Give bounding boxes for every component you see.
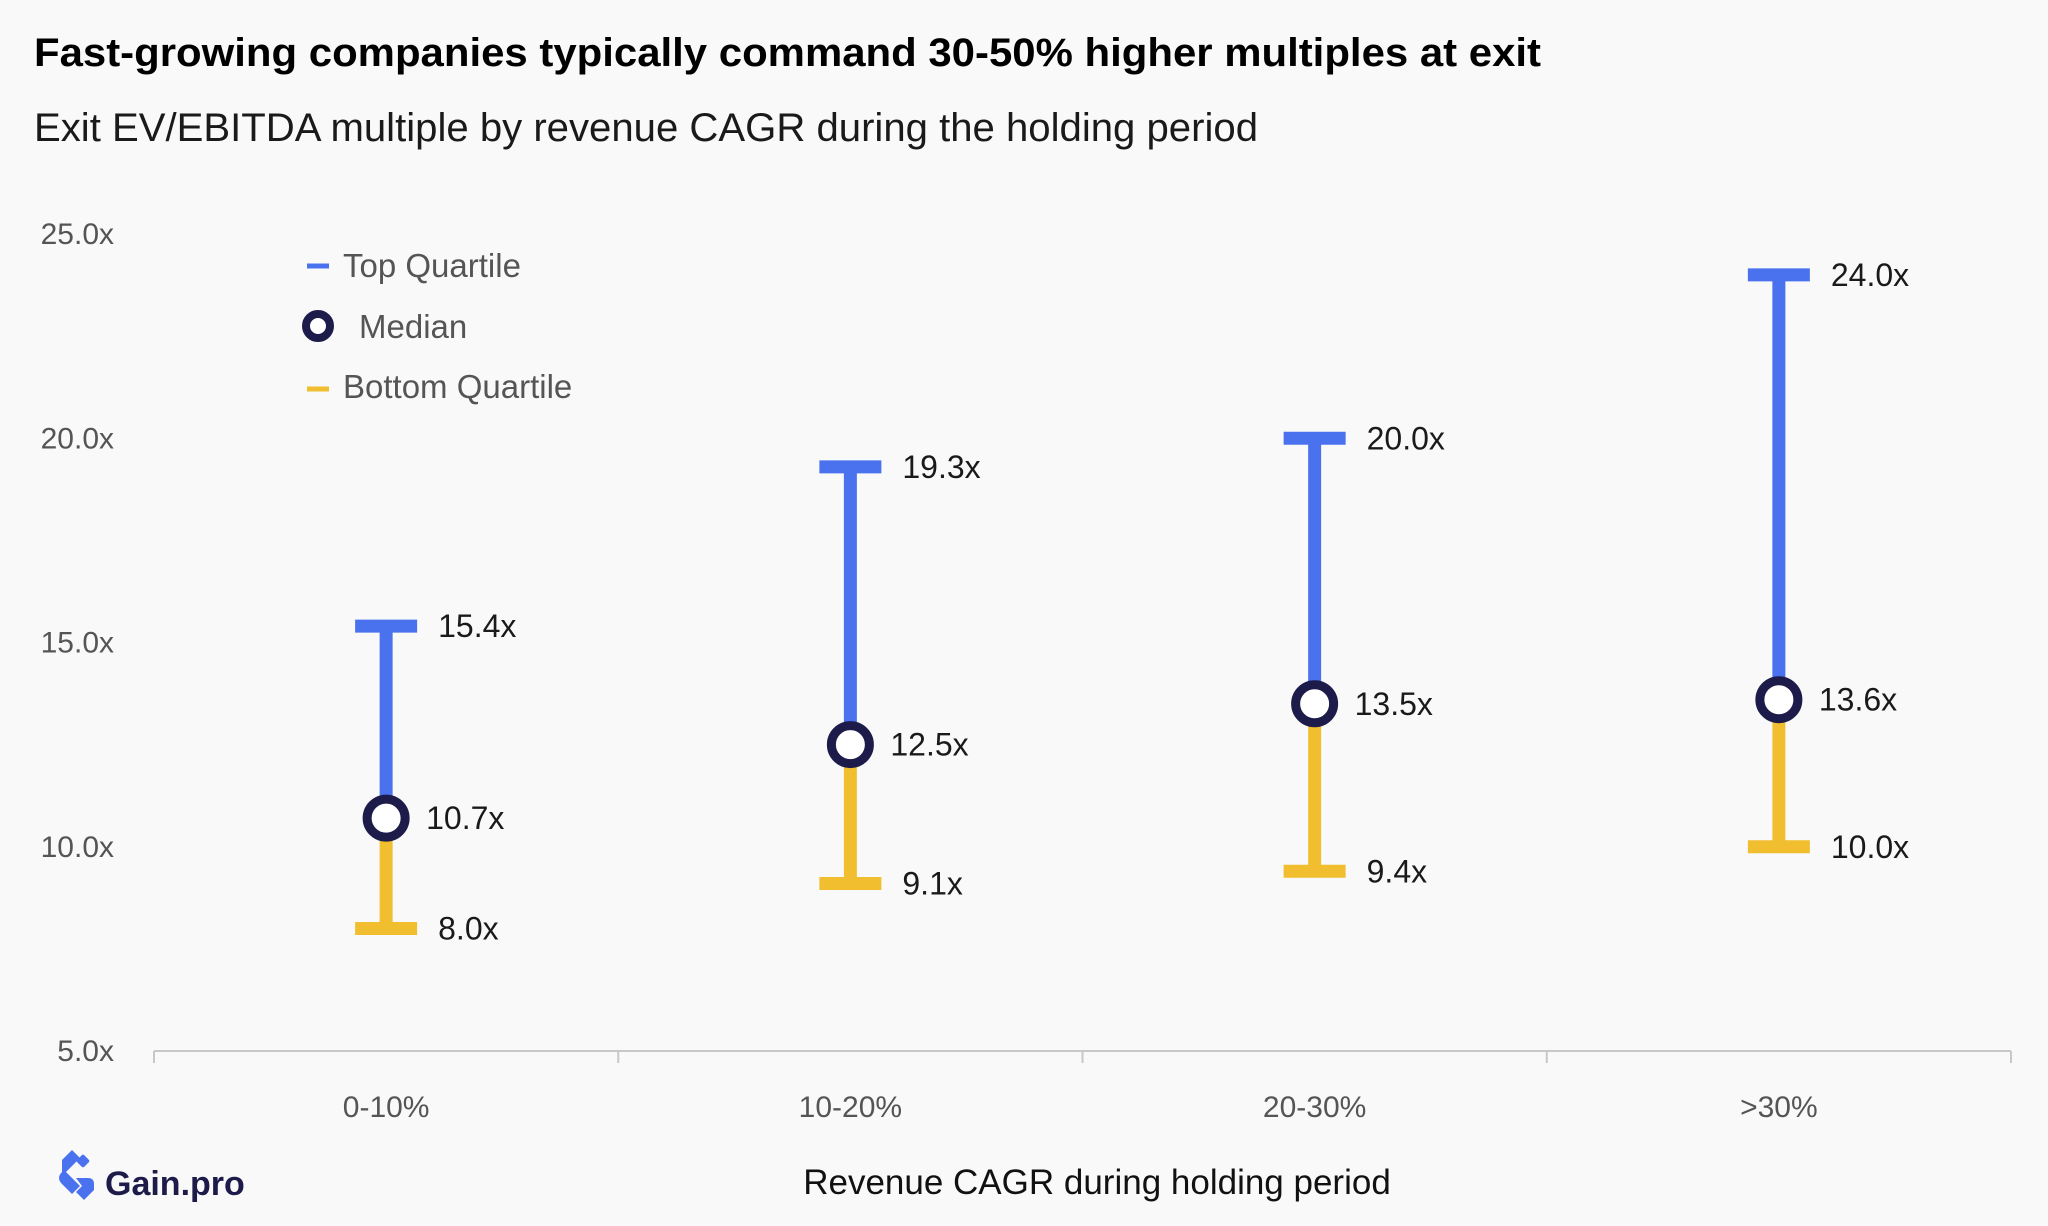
y-tick-label: 5.0x xyxy=(57,1035,114,1068)
brand-name: Gain.pro xyxy=(105,1165,245,1203)
y-tick-label: 15.0x xyxy=(41,627,114,660)
x-tick-label: 10-20% xyxy=(799,1091,902,1124)
y-tick-label: 20.0x xyxy=(41,422,114,455)
median-point xyxy=(1291,680,1339,728)
legend: Top Quartile Median Bottom Quartile xyxy=(302,247,572,405)
median-point xyxy=(826,721,874,769)
chart-title: Fast-growing companies typically command… xyxy=(34,31,1541,75)
median-label: 13.6x xyxy=(1819,682,1897,718)
legend-median-swatch xyxy=(302,310,334,342)
top-quartile-label: 20.0x xyxy=(1367,420,1445,456)
axes: 0-10% 10-20% 20-30% >30% 5.0x 10.0x 15.0x 20.0x… xyxy=(41,218,2012,1124)
y-tick-label: 25.0x xyxy=(41,218,114,251)
chart-subtitle: Exit EV/EBITDA multiple by revenue CAGR … xyxy=(34,106,1258,150)
gain-pro-logo-icon xyxy=(59,1150,94,1200)
median-label: 10.7x xyxy=(426,800,504,836)
legend-median-label: Median xyxy=(359,308,467,345)
bottom-quartile-label: 10.0x xyxy=(1831,829,1909,865)
median-point xyxy=(362,794,410,842)
median-label: 12.5x xyxy=(890,727,968,763)
y-tick-label: 10.0x xyxy=(41,831,114,864)
top-quartile-label: 24.0x xyxy=(1831,257,1909,293)
bottom-quartile-label: 9.4x xyxy=(1367,853,1427,889)
bottom-quartile-label: 9.1x xyxy=(902,866,962,902)
x-tick-label: >30% xyxy=(1740,1091,1818,1124)
x-axis-title: Revenue CAGR during holding period xyxy=(803,1163,1391,1202)
legend-top-quartile-label: Top Quartile xyxy=(343,247,521,284)
x-tick-label: 20-30% xyxy=(1263,1091,1366,1124)
legend-bottom-quartile-label: Bottom Quartile xyxy=(343,368,572,405)
top-quartile-label: 19.3x xyxy=(902,449,980,485)
median-point xyxy=(1755,676,1803,724)
marks: 15.4x 10.7x 8.0x 19.3x 12.5x 9.1x 20.0x 13.5x 9.… xyxy=(355,257,1909,946)
median-label: 13.5x xyxy=(1355,686,1433,722)
bottom-quartile-label: 8.0x xyxy=(438,910,498,946)
brand-logo: Gain.pro xyxy=(59,1150,245,1203)
x-tick-label: 0-10% xyxy=(343,1091,430,1124)
top-quartile-label: 15.4x xyxy=(438,608,516,644)
